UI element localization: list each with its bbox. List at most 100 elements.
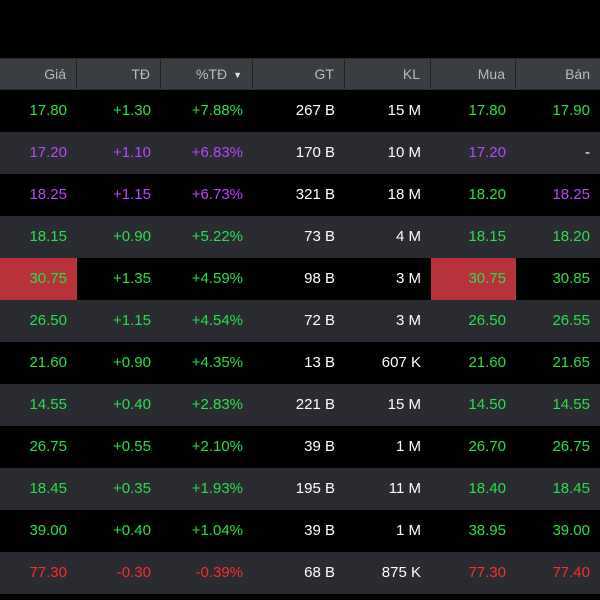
cell-ban: 39.00	[552, 522, 590, 539]
table-body: 17.80 +1.30 +7.88% 267 B 15 M 17.80 17.90 17.20…	[0, 90, 600, 594]
cell-gt: 267 B	[295, 102, 335, 119]
cell-td: +1.30	[113, 102, 151, 119]
cell-mua: 17.20	[468, 144, 506, 161]
cell-ban: 14.55	[552, 396, 590, 413]
cell-gt: 221 B	[295, 396, 335, 413]
col-header-kl[interactable]: KL	[345, 59, 431, 89]
col-header-pct-td[interactable]: %TĐ ▼	[161, 59, 253, 89]
cell-pct-td: +5.22%	[191, 228, 243, 245]
cell-gia: 77.30	[29, 564, 67, 581]
table-row[interactable]: 77.30 -0.30 -0.39% 68 B 875 K 77.30 77.40	[0, 552, 600, 594]
cell-gia: 18.15	[29, 228, 67, 245]
cell-ban: 21.65	[552, 354, 590, 371]
col-header-gia[interactable]: Giá	[0, 59, 77, 89]
cell-ban: 26.55	[552, 312, 590, 329]
col-header-td[interactable]: TĐ	[77, 59, 161, 89]
cell-mua: 14.50	[468, 396, 506, 413]
cell-ban: 18.20	[552, 228, 590, 245]
cell-td: +0.55	[113, 438, 151, 455]
cell-gt: 39 B	[304, 438, 335, 455]
cell-gia: 30.75	[0, 258, 77, 300]
cell-kl: 18 M	[387, 186, 421, 203]
cell-kl: 875 K	[381, 564, 421, 581]
cell-kl: 4 M	[395, 228, 421, 245]
cell-td: +0.35	[113, 480, 151, 497]
cell-mua: 77.30	[468, 564, 506, 581]
cell-gia: 17.80	[29, 102, 67, 119]
cell-pct-td: +6.73%	[191, 186, 243, 203]
table-row[interactable]: 14.55 +0.40 +2.83% 221 B 15 M 14.50 14.55	[0, 384, 600, 426]
cell-gt: 68 B	[304, 564, 335, 581]
cell-kl: 15 M	[387, 396, 421, 413]
cell-td: -0.30	[116, 564, 151, 581]
cell-mua: 21.60	[468, 354, 506, 371]
cell-pct-td: +1.93%	[191, 480, 243, 497]
cell-gt: 321 B	[295, 186, 335, 203]
table-row[interactable]: 17.20 +1.10 +6.83% 170 B 10 M 17.20 -	[0, 132, 600, 174]
cell-pct-td: +4.59%	[191, 270, 243, 287]
cell-mua: 18.40	[468, 480, 506, 497]
table-row[interactable]: 26.50 +1.15 +4.54% 72 B 3 M 26.50 26.55	[0, 300, 600, 342]
cell-kl: 10 M	[387, 144, 421, 161]
col-header-label: KL	[402, 66, 420, 82]
top-bar	[0, 0, 600, 58]
cell-pct-td: +4.54%	[191, 312, 243, 329]
cell-pct-td: +6.83%	[191, 144, 243, 161]
cell-td: +1.10	[113, 144, 151, 161]
cell-gia: 18.25	[29, 186, 67, 203]
cell-gt: 195 B	[295, 480, 335, 497]
cell-kl: 3 M	[395, 312, 421, 329]
cell-kl: 1 M	[395, 438, 421, 455]
stock-table: Giá TĐ %TĐ ▼ GT KL Mua Bán 17.80 +1.30 +7.8…	[0, 58, 600, 594]
table-row[interactable]: 18.25 +1.15 +6.73% 321 B 18 M 18.20 18.25	[0, 174, 600, 216]
cell-gia: 17.20	[29, 144, 67, 161]
cell-ban: 30.85	[552, 270, 590, 287]
table-row[interactable]: 39.00 +0.40 +1.04% 39 B 1 M 38.95 39.00	[0, 510, 600, 552]
cell-gt: 39 B	[304, 522, 335, 539]
table-row[interactable]: 30.75 +1.35 +4.59% 98 B 3 M 30.75 30.85	[0, 258, 600, 300]
cell-mua: 38.95	[468, 522, 506, 539]
cell-ban: 77.40	[552, 564, 590, 581]
cell-td: +0.90	[113, 228, 151, 245]
cell-gia: 26.75	[29, 438, 67, 455]
cell-gt: 170 B	[295, 144, 335, 161]
cell-pct-td: +1.04%	[191, 522, 243, 539]
cell-ban: 18.25	[552, 186, 590, 203]
col-header-label: Bán	[565, 66, 590, 82]
cell-td: +0.90	[113, 354, 151, 371]
cell-pct-td: +7.88%	[191, 102, 243, 119]
cell-td: +1.15	[113, 186, 151, 203]
cell-gia: 39.00	[29, 522, 67, 539]
cell-kl: 15 M	[387, 102, 421, 119]
table-row[interactable]: 26.75 +0.55 +2.10% 39 B 1 M 26.70 26.75	[0, 426, 600, 468]
cell-kl: 11 M	[388, 480, 421, 497]
table-row[interactable]: 17.80 +1.30 +7.88% 267 B 15 M 17.80 17.90	[0, 90, 600, 132]
cell-mua: 17.80	[468, 102, 506, 119]
cell-pct-td: -0.39%	[195, 564, 243, 581]
col-header-label: %TĐ	[195, 66, 228, 82]
cell-ban: 17.90	[552, 102, 590, 119]
cell-td: +0.40	[113, 396, 151, 413]
cell-mua: 18.15	[468, 228, 506, 245]
cell-ban: -	[585, 144, 590, 161]
col-header-label: Mua	[477, 66, 505, 82]
cell-kl: 3 M	[395, 270, 421, 287]
cell-gt: 13 B	[304, 354, 335, 371]
table-row[interactable]: 21.60 +0.90 +4.35% 13 B 607 K 21.60 21.65	[0, 342, 600, 384]
cell-kl: 1 M	[395, 522, 421, 539]
cell-pct-td: +2.83%	[191, 396, 243, 413]
col-header-mua[interactable]: Mua	[431, 59, 516, 89]
cell-td: +1.35	[113, 270, 151, 287]
cell-mua: 30.75	[431, 258, 516, 300]
table-row[interactable]: 18.45 +0.35 +1.93% 195 B 11 M 18.40 18.45	[0, 468, 600, 510]
table-row[interactable]: 18.15 +0.90 +5.22% 73 B 4 M 18.15 18.20	[0, 216, 600, 258]
cell-gia: 18.45	[29, 480, 67, 497]
cell-ban: 26.75	[552, 438, 590, 455]
cell-gia: 26.50	[29, 312, 67, 329]
col-header-ban[interactable]: Bán	[516, 59, 600, 89]
col-header-label: GT	[314, 66, 334, 82]
cell-pct-td: +2.10%	[191, 438, 243, 455]
col-header-gt[interactable]: GT	[253, 59, 345, 89]
cell-gt: 73 B	[304, 228, 335, 245]
sort-desc-icon[interactable]: ▼	[233, 70, 242, 81]
